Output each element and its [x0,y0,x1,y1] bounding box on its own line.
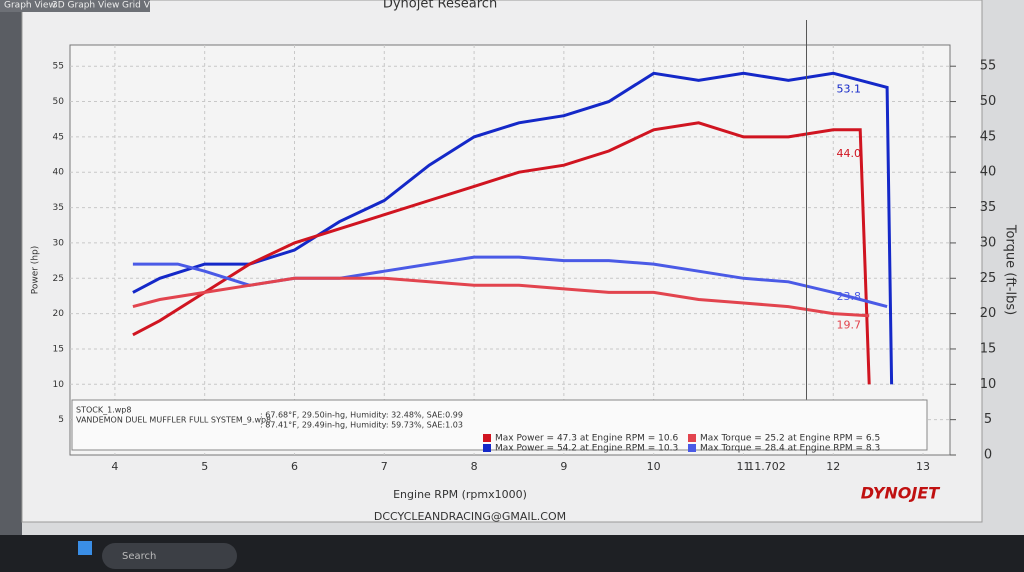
y2-tick-label: 30 [980,235,997,250]
x-tick-label: 12 [826,460,840,473]
cursor-label: 44.0 [837,147,862,160]
y2-tick-label: 35 [980,200,997,215]
cursor-label: 23.8 [837,290,862,303]
legend-run: STOCK_1.wp8 [76,406,131,415]
tab-bar [0,0,150,12]
cursor-label: 53.1 [837,83,862,96]
x-axis-label: Engine RPM (rpmx1000) [393,488,527,501]
y-tick-label: 30 [53,238,65,248]
legend-torque: Max Torque = 28.4 at Engine RPM = 8.3 [700,444,880,454]
y2-tick-label: 0 [984,448,992,463]
legend-swatch [688,434,696,442]
x-tick-label: 9 [560,460,567,473]
x-tick-label: 4 [111,460,118,473]
search-text: Search [122,551,156,562]
side-panel [0,0,22,535]
y2-tick-label: 20 [980,306,997,321]
start-button[interactable] [78,541,92,555]
x-tick-label: 6 [291,460,298,473]
y2-axis-label: Torque (ft-lbs) [1003,224,1018,315]
legend-conditions: : 67.68°F, 29.50in-hg, Humidity: 32.48%,… [260,411,463,420]
x-tick-label: 11 [736,460,750,473]
y2-tick-label: 25 [980,271,997,286]
y-tick-label: 20 [53,309,65,319]
legend-conditions: : 87.41°F, 29.49in-hg, Humidity: 59.73%,… [260,421,463,430]
search-box[interactable] [102,543,237,569]
legend-swatch [483,444,491,452]
y-tick-label: 25 [53,274,64,284]
line-series [132,121,871,385]
legend-torque: Max Torque = 25.2 at Engine RPM = 6.5 [700,434,880,444]
footer: DCCYCLEANDRACING@GMAIL.COM [374,510,566,523]
y-tick-label: 40 [53,168,65,178]
line-series [132,276,870,318]
cursor-label: 19.7 [837,319,862,332]
tab[interactable]: 3D Graph View [52,1,119,11]
logo: DYNOJET [861,484,941,503]
y-tick-label: 5 [58,415,64,425]
legend-swatch [483,434,491,442]
x-tick-label: 8 [471,460,478,473]
chart-title: Dynojet Research [383,0,497,12]
legend-run: VANDEMON DUEL MUFFLER FULL SYSTEM_9.wp8 [76,416,271,425]
legend-swatch [688,444,696,452]
y2-tick-label: 55 [980,59,997,74]
tab[interactable]: Grid View [122,1,165,11]
y-tick-label: 45 [53,132,64,142]
tab[interactable]: Graph View [4,1,56,11]
y2-tick-label: 5 [984,412,992,427]
y2-tick-label: 40 [980,165,997,180]
y-tick-label: 55 [53,62,64,72]
legend-box [71,399,928,451]
y2-tick-label: 15 [980,341,997,356]
y2-tick-label: 45 [980,129,997,144]
x-tick-label: 7 [381,460,388,473]
y-tick-label: 35 [53,203,64,213]
x-tick-label: 10 [647,460,661,473]
cursor-value: 11.702 [747,460,786,473]
x-tick-label: 13 [916,460,930,473]
y-axis-label: Power (hp) [31,246,41,295]
legend-power: Max Power = 54.2 at Engine RPM = 10.3 [495,444,678,454]
y2-tick-label: 50 [980,94,997,109]
y2-tick-label: 10 [980,377,997,392]
y-tick-label: 10 [53,380,65,390]
y-tick-label: 50 [53,97,65,107]
plot-area [69,44,951,456]
x-tick-label: 5 [201,460,208,473]
legend-power: Max Power = 47.3 at Engine RPM = 10.6 [495,434,678,444]
y-tick-label: 15 [53,344,64,354]
